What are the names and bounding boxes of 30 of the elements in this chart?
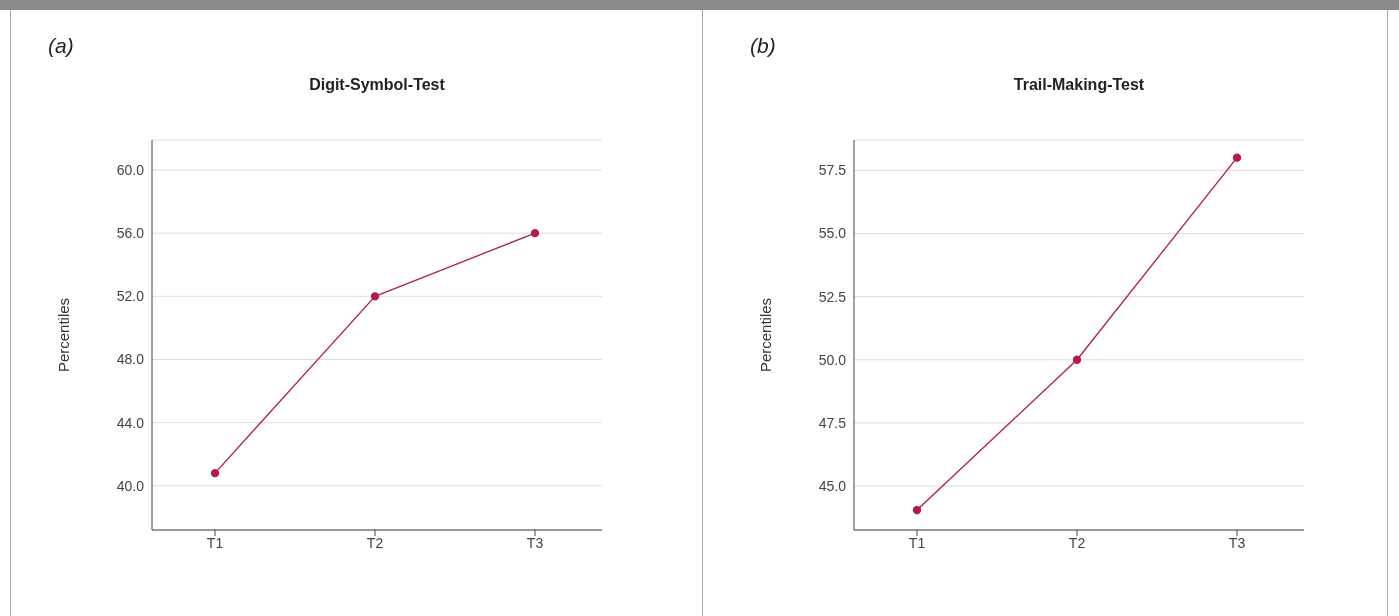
y-axis-title: Percentiles (757, 297, 775, 373)
x-tick-label: T3 (1228, 534, 1246, 551)
y-tick-label: 60.0 (116, 161, 145, 178)
chart-title: Digit-Symbol-Test (308, 76, 446, 94)
y-tick-label: 40.0 (116, 477, 145, 494)
x-tick-label: T3 (526, 534, 544, 551)
x-tick-label: T1 (908, 534, 926, 551)
x-tick-label: T2 (366, 534, 384, 551)
point (1072, 355, 1082, 364)
y-tick-label: 56.0 (116, 225, 145, 242)
x-tick-label: T2 (1068, 534, 1086, 551)
text: (b) (750, 34, 776, 58)
y-tick-label: 57.5 (818, 162, 847, 179)
point (1232, 153, 1242, 162)
y-tick-label: 52.5 (818, 288, 847, 305)
chart-title: Trail-Making-Test (1012, 76, 1146, 94)
y-tick-label: 55.0 (818, 225, 847, 242)
text: (a) (48, 34, 74, 58)
y-tick-label: 44.0 (116, 414, 145, 431)
point (210, 469, 220, 478)
y-tick-label: 48.0 (116, 351, 145, 368)
y-tick-label: 45.0 (818, 478, 847, 495)
point (912, 505, 922, 515)
y-tick-label: 52.0 (116, 288, 145, 305)
y-tick-label: 47.5 (818, 414, 847, 431)
point (370, 292, 380, 301)
y-tick-label: 50.0 (818, 351, 847, 368)
x-tick-label: T1 (206, 534, 224, 551)
y-axis-title: Percentiles (55, 297, 73, 373)
point (530, 229, 540, 238)
